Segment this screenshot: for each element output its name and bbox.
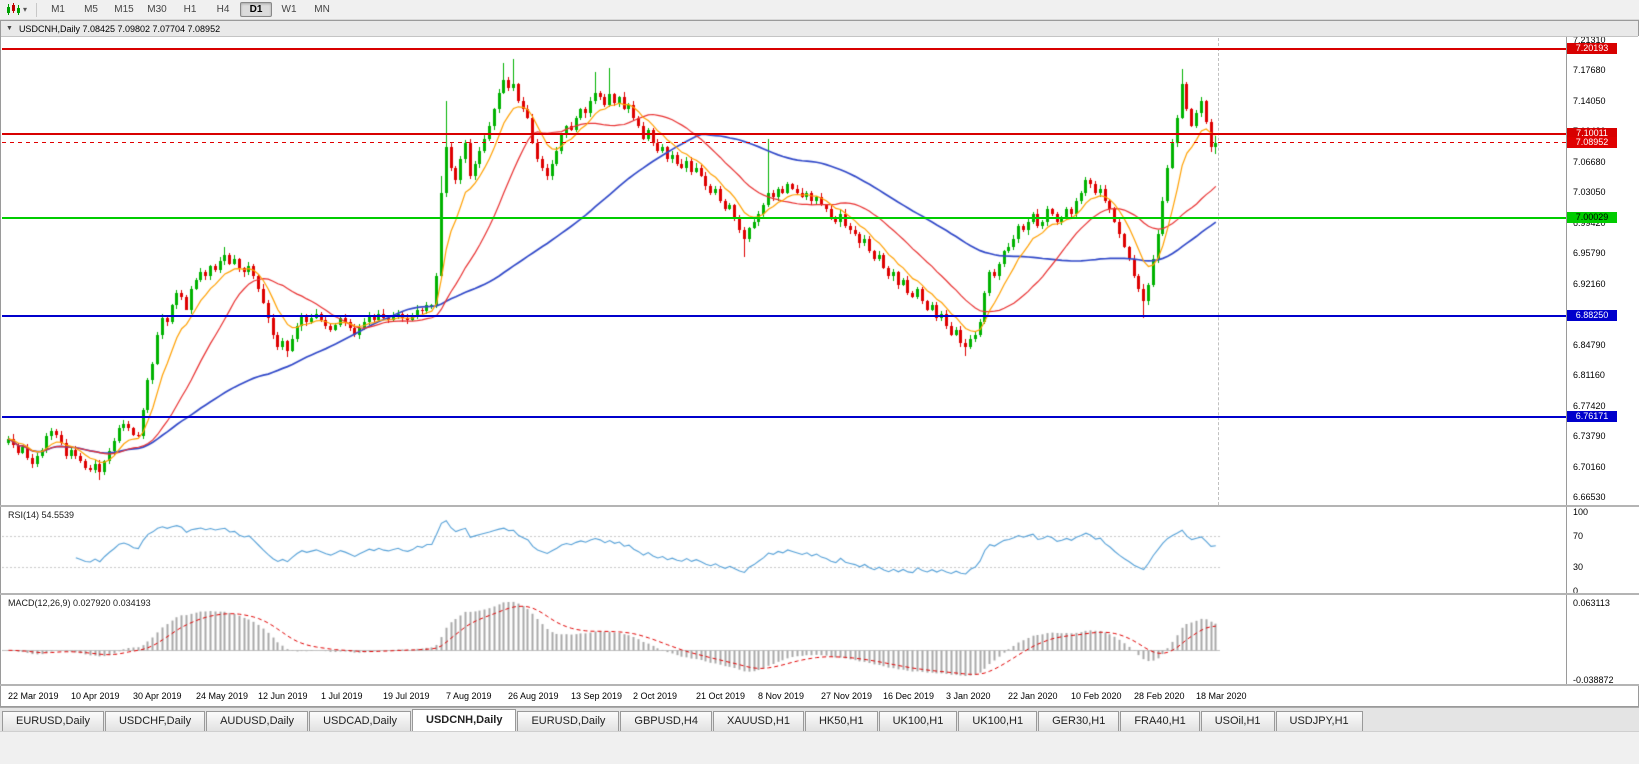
hline-bid-price[interactable]: [2, 142, 1566, 143]
timeframe-m1[interactable]: M1: [51, 4, 65, 15]
time-axis-label: 2 Oct 2019: [633, 691, 678, 701]
time-axis-label: 30 Apr 2019: [133, 691, 182, 701]
chart-type-icon[interactable]: [4, 3, 22, 17]
time-axis-label: 24 May 2019: [196, 691, 249, 701]
price-tick: 7.21310: [1573, 35, 1606, 45]
hline-psych-level-seven[interactable]: [2, 217, 1566, 219]
time-axis-label: 22 Jan 2020: [1008, 691, 1058, 701]
hline-support-mid[interactable]: [2, 315, 1566, 317]
price-tick: 6.81160: [1573, 370, 1605, 381]
time-axis-label: 8 Nov 2019: [758, 691, 805, 701]
hline-support-lower[interactable]: [2, 416, 1566, 418]
price-tick: 7.14050: [1573, 95, 1606, 106]
time-axis-label: 10 Apr 2019: [71, 691, 120, 701]
time-axis-label: 27 Nov 2019: [821, 691, 873, 701]
tab-usdjpy-h1[interactable]: USDJPY,H1: [1275, 711, 1363, 731]
rsi-axis-tick: 70: [1573, 530, 1584, 541]
time-axis-label: 3 Jan 2020: [946, 691, 991, 701]
price-tick: 6.77420: [1573, 400, 1606, 411]
main-price-chart[interactable]: [2, 38, 1566, 505]
tab-usoil-h1[interactable]: USOil,H1: [1200, 711, 1275, 731]
timeframe-w1[interactable]: W1: [281, 4, 297, 15]
status-bar: [0, 731, 1639, 764]
time-axis-label: 10 Feb 2020: [1071, 691, 1122, 701]
tab-eurusd-daily[interactable]: EURUSD,Daily: [517, 711, 620, 731]
caret-down-icon[interactable]: ▾: [23, 5, 28, 14]
time-axis-label: 18 Mar 2020: [1196, 691, 1247, 701]
price-tick: 7.06680: [1573, 156, 1606, 167]
tab-usdcnh-daily[interactable]: USDCNH,Daily: [412, 709, 517, 731]
time-axis-label: 13 Sep 2019: [571, 691, 623, 701]
panel-divider-main-rsi[interactable]: [0, 505, 1639, 507]
tab-gbpusd-h4[interactable]: GBPUSD,H4: [620, 711, 712, 731]
hline-resistance-near[interactable]: [2, 133, 1566, 135]
price-badge-resistance-near: 7.10011: [1567, 128, 1617, 139]
chart-shift-line: [1218, 38, 1219, 505]
time-axis-label: 16 Dec 2019: [883, 691, 935, 701]
price-badge-psych-level-seven: 7.00029: [1567, 212, 1617, 223]
rsi-axis-tick: 0: [1573, 586, 1579, 596]
timeframe-m5[interactable]: M5: [84, 4, 98, 15]
price-badge-resistance-upper: 7.20193: [1567, 43, 1617, 54]
time-axis-label: 19 Jul 2019: [383, 691, 430, 701]
time-axis-label: 12 Jun 2019: [258, 691, 308, 701]
time-axis-label: 7 Aug 2019: [446, 691, 492, 701]
price-tick: 6.95790: [1573, 248, 1606, 259]
price-tick: 6.70160: [1573, 461, 1606, 472]
timeframe-m15[interactable]: M15: [114, 4, 134, 15]
chart-title: USDCNH,Daily 7.08425 7.09802 7.07704 7.0…: [18, 23, 221, 34]
tab-ger30-h1[interactable]: GER30,H1: [1038, 711, 1120, 731]
tab-usdcad-daily[interactable]: USDCAD,Daily: [309, 711, 412, 731]
timeframe-d1[interactable]: D1: [240, 2, 273, 17]
tab-eurusd-daily[interactable]: EURUSD,Daily: [2, 711, 104, 731]
tab-uk100-h1[interactable]: UK100,H1: [878, 711, 958, 731]
tab-uk100-h1[interactable]: UK100,H1: [958, 711, 1038, 731]
price-axis[interactable]: 7.213107.176807.140507.104207.066807.030…: [1566, 35, 1639, 686]
price-tick: 7.17680: [1573, 65, 1606, 76]
timeframe-h4[interactable]: H4: [216, 4, 230, 15]
time-axis-label: 1 Jul 2019: [321, 691, 363, 701]
price-badge-support-lower: 6.76171: [1567, 411, 1617, 422]
time-axis-label: 26 Aug 2019: [508, 691, 559, 701]
tab-hk50-h1[interactable]: HK50,H1: [804, 711, 878, 731]
tab-fra40-h1[interactable]: FRA40,H1: [1120, 711, 1200, 731]
timeframe-button-group: M1 M5 M15 M30 H1 H4 D1 W1 MN: [42, 2, 338, 17]
time-axis-label: 21 Oct 2019: [696, 691, 746, 701]
price-badge-support-mid: 6.88250: [1567, 310, 1617, 321]
rsi-axis-tick: 30: [1573, 562, 1584, 573]
price-tick: 6.92160: [1573, 278, 1606, 289]
price-tick: 6.84790: [1573, 339, 1606, 350]
tab-audusd-daily[interactable]: AUDUSD,Daily: [206, 711, 309, 731]
tab-usdchf-daily[interactable]: USDCHF,Daily: [104, 711, 206, 731]
chart-title-bar: ▼ USDCNH,Daily 7.08425 7.09802 7.07704 7…: [1, 21, 1638, 37]
panel-divider-macd-dates[interactable]: [0, 684, 1639, 686]
time-axis-label: 22 Mar 2019: [8, 691, 59, 701]
hline-resistance-upper[interactable]: [2, 48, 1566, 50]
toolbar-separator: [36, 2, 38, 17]
time-axis-label: 28 Feb 2020: [1134, 691, 1185, 701]
timeframe-m30[interactable]: M30: [147, 4, 167, 15]
tab-xauusd-h1[interactable]: XAUUSD,H1: [712, 711, 804, 731]
rsi-indicator-chart[interactable]: [2, 507, 1566, 593]
price-tick: 6.66530: [1573, 492, 1606, 503]
macd-axis-top: 0.063113: [1573, 597, 1610, 608]
toolbar: ▾ M1 M5 M15 M30 H1 H4 D1 W1 MN: [0, 0, 1639, 20]
chart-tab-bar: EURUSD,Daily USDCHF,Daily AUDUSD,Daily USDC…: [0, 707, 1639, 731]
time-axis[interactable]: 22 Mar 2019 10 Apr 2019 30 Apr 2019 24 May …: [2, 686, 1566, 706]
price-tick: 7.03050: [1573, 187, 1606, 198]
price-tick: 6.73790: [1573, 431, 1606, 442]
macd-label: MACD(12,26,9) 0.027920 0.034193: [8, 598, 151, 608]
candlestick-icon: [7, 3, 20, 15]
price-badge-bid-price: 7.08952: [1567, 137, 1617, 148]
rsi-label: RSI(14) 54.5539: [8, 510, 75, 520]
panel-divider-rsi-macd[interactable]: [0, 593, 1639, 595]
collapse-arrow-icon[interactable]: ▼: [6, 25, 13, 32]
timeframe-mn[interactable]: MN: [314, 4, 330, 15]
timeframe-h1[interactable]: H1: [183, 4, 197, 15]
macd-axis-bottom: -0.038872: [1573, 674, 1614, 685]
rsi-axis-tick: 100: [1573, 507, 1589, 517]
macd-indicator-chart[interactable]: [2, 595, 1566, 684]
